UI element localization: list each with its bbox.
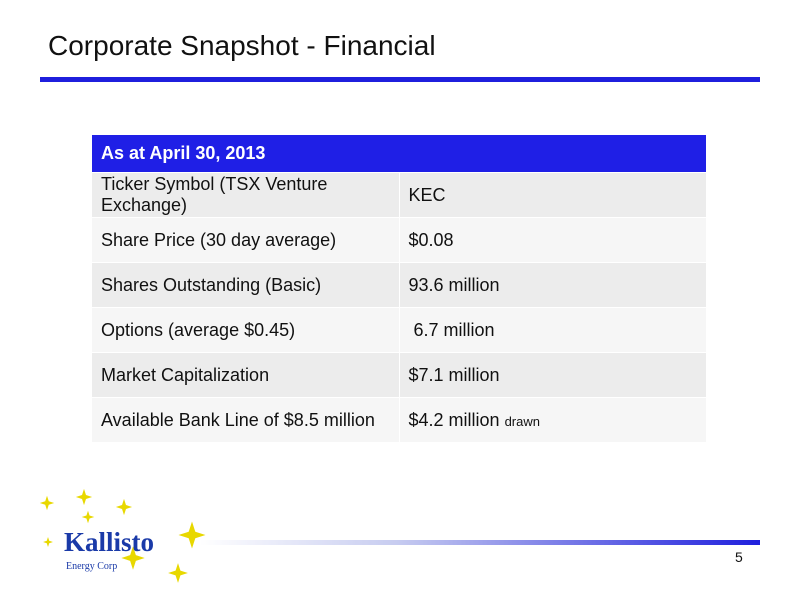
row-value: $4.2 million drawn <box>399 397 706 442</box>
table-row-shares-outstanding: Shares Outstanding (Basic) 93.6 million <box>92 262 706 308</box>
table-header: As at April 30, 2013 <box>92 135 706 173</box>
row-label: Share Price (30 day average) <box>92 217 400 263</box>
table-row-market-cap: Market Capitalization $7.1 million <box>92 352 706 398</box>
logo-wordmark: Kallisto <box>64 527 155 557</box>
page-number: 5 <box>735 549 743 565</box>
table-row-options: Options (average $0.45) 6.7 million <box>92 307 706 353</box>
table-header-row: As at April 30, 2013 <box>92 135 706 173</box>
table-row-ticker: Ticker Symbol (TSX Venture Exchange) KEC <box>92 172 706 218</box>
row-value: 93.6 million <box>399 262 706 308</box>
row-label: Options (average $0.45) <box>92 307 400 353</box>
row-value-text: $0.08 <box>408 229 454 250</box>
row-label: Ticker Symbol (TSX Venture Exchange) <box>92 172 400 218</box>
row-value: KEC <box>399 172 706 218</box>
row-value-text: $7.1 million <box>408 364 500 385</box>
title-underline <box>40 77 760 82</box>
row-label: Available Bank Line of $8.5 million <box>92 397 400 442</box>
row-value: 6.7 million <box>399 307 706 353</box>
row-value-text: 93.6 million <box>408 274 500 295</box>
snapshot-table: As at April 30, 2013 Ticker Symbol (TSX … <box>92 135 706 442</box>
row-value-text: KEC <box>408 184 446 205</box>
table-row-share-price: Share Price (30 day average) $0.08 <box>92 217 706 263</box>
row-label: Market Capitalization <box>92 352 400 398</box>
row-value: $7.1 million <box>399 352 706 398</box>
row-value-text: $4.2 million <box>408 409 500 430</box>
table-row-bank-line: Available Bank Line of $8.5 million $4.2… <box>92 397 706 442</box>
row-label: Shares Outstanding (Basic) <box>92 262 400 308</box>
row-value: $0.08 <box>399 217 706 263</box>
row-value-note: drawn <box>504 413 540 429</box>
slide-title: Corporate Snapshot - Financial <box>48 30 436 61</box>
logo-subtitle: Energy Corp <box>66 561 118 572</box>
company-logo: Kallisto Energy Corp <box>30 485 210 585</box>
row-value-text: 6.7 million <box>408 319 495 340</box>
footer-rule <box>200 540 760 545</box>
